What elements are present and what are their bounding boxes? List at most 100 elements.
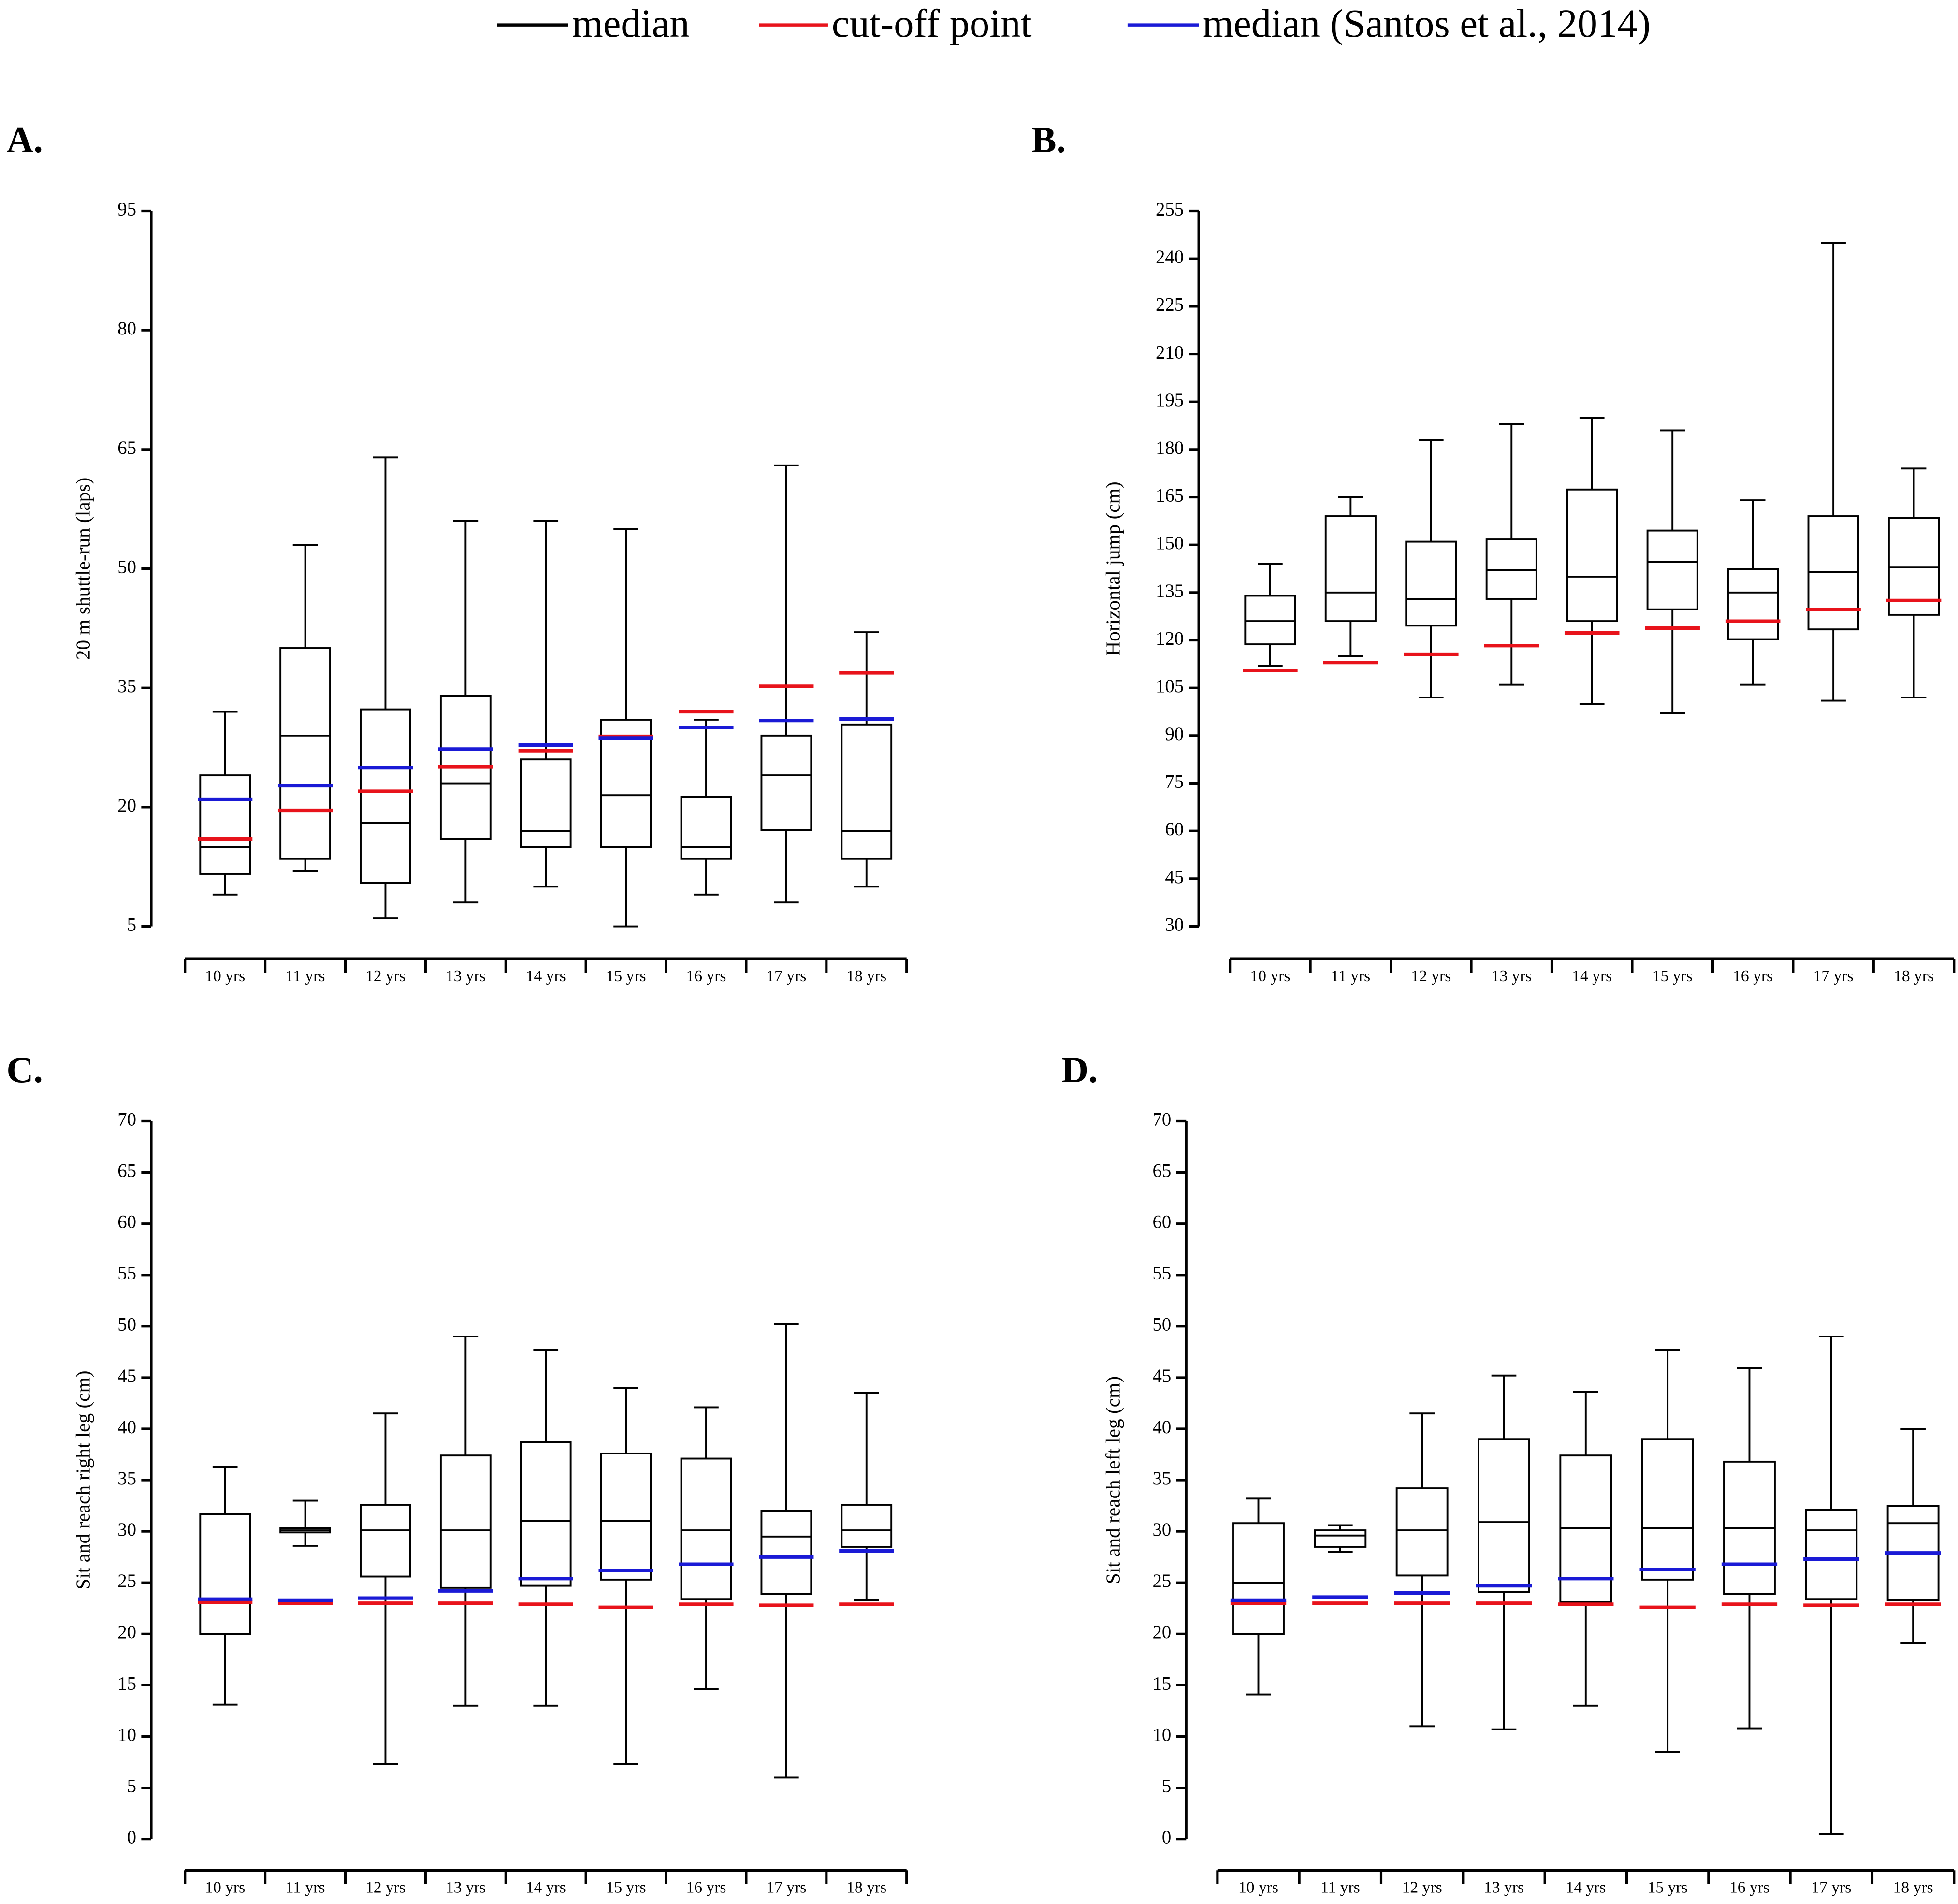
- y-tick-label: 15: [117, 1673, 136, 1694]
- x-tick-label: 10 yrs: [205, 967, 245, 985]
- box: [760, 734, 812, 831]
- x-tick-label: 10 yrs: [1238, 1879, 1278, 1897]
- x-tick-label: 12 yrs: [1411, 967, 1451, 985]
- x-tick-label: 14 yrs: [526, 1879, 566, 1897]
- x-tick-label: 18 yrs: [1893, 1879, 1933, 1897]
- y-tick-label: 30: [1165, 914, 1184, 935]
- panel-label: A.: [6, 119, 43, 160]
- panel-label: B.: [1031, 119, 1066, 160]
- y-tick-label: 5: [127, 1775, 136, 1796]
- x-tick-label: 18 yrs: [846, 967, 886, 985]
- x-tick-label: 12 yrs: [1402, 1879, 1442, 1897]
- x-tick-label: 15 yrs: [1653, 967, 1693, 985]
- y-tick-label: 40: [117, 1417, 136, 1438]
- y-tick-label: 30: [117, 1519, 136, 1540]
- y-tick-label: 150: [1156, 533, 1184, 553]
- box: [1314, 1529, 1367, 1548]
- legend-label: median (Santos et al., 2014): [1203, 1, 1651, 45]
- y-tick-label: 70: [1153, 1109, 1172, 1130]
- box: [600, 1452, 652, 1581]
- y-tick-label: 50: [1153, 1314, 1172, 1335]
- y-tick-label: 50: [117, 556, 136, 577]
- x-tick-label: 13 yrs: [446, 1879, 486, 1897]
- panel-label: D.: [1061, 1049, 1098, 1090]
- y-tick-label: 45: [1153, 1366, 1172, 1386]
- y-axis-label: Sit and reach right leg (cm): [72, 1371, 95, 1590]
- y-tick-label: 135: [1156, 581, 1184, 601]
- y-tick-label: 255: [1156, 199, 1184, 219]
- box: [680, 1457, 732, 1600]
- x-tick-label: 11 yrs: [286, 1879, 325, 1897]
- box: [1405, 540, 1457, 627]
- box: [1641, 1438, 1694, 1581]
- y-tick-label: 25: [117, 1570, 136, 1591]
- y-tick-label: 55: [1153, 1263, 1172, 1284]
- box: [1485, 538, 1537, 600]
- y-axis-label: Sit and reach left leg (cm): [1102, 1376, 1125, 1584]
- y-tick-label: 70: [117, 1109, 136, 1130]
- y-tick-label: 40: [1153, 1417, 1172, 1438]
- y-tick-label: 20: [117, 1622, 136, 1642]
- x-tick-label: 13 yrs: [1492, 967, 1532, 985]
- y-tick-label: 55: [117, 1263, 136, 1284]
- box: [1478, 1438, 1530, 1593]
- y-tick-label: 45: [1165, 867, 1184, 887]
- box: [760, 1510, 812, 1595]
- y-tick-label: 65: [1153, 1160, 1172, 1181]
- y-tick-label: 50: [117, 1314, 136, 1335]
- y-tick-label: 65: [117, 1160, 136, 1181]
- y-tick-label: 90: [1165, 724, 1184, 744]
- box: [1244, 595, 1296, 646]
- y-tick-label: 10: [117, 1724, 136, 1745]
- y-tick-label: 10: [1153, 1724, 1172, 1745]
- x-tick-label: 15 yrs: [606, 967, 646, 985]
- box: [1646, 529, 1698, 610]
- y-tick-label: 0: [127, 1827, 136, 1848]
- x-tick-label: 16 yrs: [1729, 1879, 1769, 1897]
- x-tick-label: 16 yrs: [1733, 967, 1773, 985]
- x-tick-label: 10 yrs: [205, 1879, 245, 1897]
- y-tick-label: 15: [1153, 1673, 1172, 1694]
- y-tick-label: 60: [117, 1212, 136, 1233]
- x-tick-label: 13 yrs: [446, 967, 486, 985]
- box: [841, 723, 893, 860]
- y-tick-label: 120: [1156, 628, 1184, 649]
- x-tick-label: 17 yrs: [1813, 967, 1854, 985]
- box: [600, 719, 652, 848]
- y-tick-label: 30: [1153, 1519, 1172, 1540]
- x-tick-label: 12 yrs: [365, 1879, 406, 1897]
- x-tick-label: 18 yrs: [1894, 967, 1934, 985]
- y-tick-label: 0: [1162, 1827, 1171, 1848]
- x-tick-label: 16 yrs: [686, 967, 726, 985]
- x-tick-label: 11 yrs: [286, 967, 325, 985]
- y-tick-label: 35: [1153, 1468, 1172, 1489]
- y-tick-label: 95: [117, 199, 136, 219]
- box: [1727, 568, 1779, 640]
- box: [360, 708, 411, 884]
- box: [1395, 1487, 1449, 1577]
- box: [199, 1513, 251, 1635]
- y-tick-label: 65: [117, 437, 136, 458]
- x-tick-label: 12 yrs: [365, 967, 406, 985]
- box: [199, 774, 251, 875]
- box: [1232, 1522, 1285, 1635]
- y-axis-label: 20 m shuttle-run (laps): [72, 478, 95, 660]
- y-tick-label: 5: [127, 914, 136, 935]
- y-tick-label: 80: [117, 318, 136, 339]
- x-tick-label: 13 yrs: [1484, 1879, 1524, 1897]
- y-tick-label: 195: [1156, 390, 1184, 410]
- x-tick-label: 14 yrs: [526, 967, 566, 985]
- y-tick-label: 35: [117, 676, 136, 697]
- y-tick-label: 240: [1156, 247, 1184, 267]
- box: [1807, 515, 1859, 631]
- box: [520, 1441, 572, 1587]
- box: [1324, 515, 1377, 623]
- legend-label: cut-off point: [832, 1, 1032, 45]
- y-tick-label: 45: [117, 1366, 136, 1386]
- x-tick-label: 17 yrs: [766, 1879, 806, 1897]
- y-tick-label: 60: [1153, 1212, 1172, 1233]
- y-tick-label: 75: [1165, 771, 1184, 792]
- x-tick-label: 15 yrs: [606, 1879, 646, 1897]
